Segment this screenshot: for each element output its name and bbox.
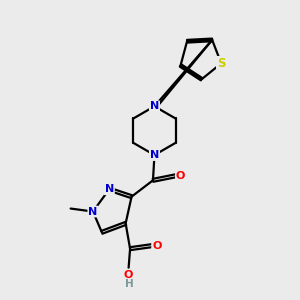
Text: O: O <box>176 171 185 181</box>
Text: O: O <box>124 269 133 280</box>
Text: H: H <box>125 279 134 289</box>
Text: N: N <box>105 184 114 194</box>
Text: N: N <box>150 101 159 111</box>
Text: N: N <box>150 150 159 160</box>
Text: N: N <box>88 206 98 217</box>
Text: O: O <box>152 241 161 251</box>
Text: S: S <box>217 57 225 70</box>
